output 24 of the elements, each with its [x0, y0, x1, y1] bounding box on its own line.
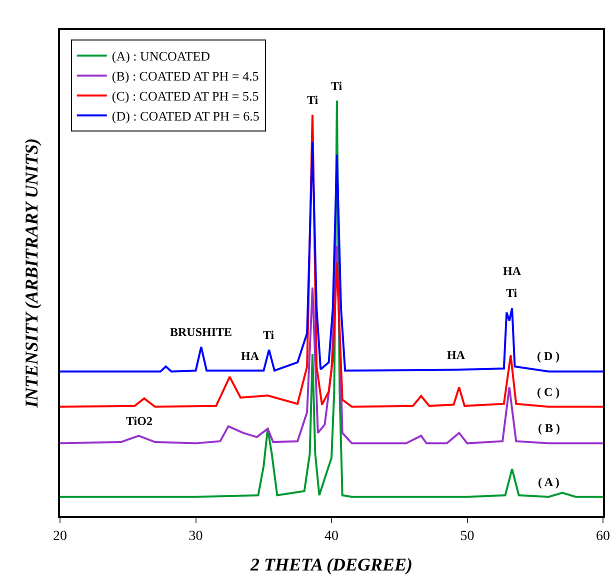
x-tick-label: 40: [324, 528, 338, 544]
x-tick-label: 50: [460, 528, 474, 544]
legend-label: (A) : UNCOATED: [112, 48, 210, 64]
x-axis-title: 2 THETA (DEGREE): [249, 554, 413, 574]
annotation: HA: [447, 348, 466, 362]
annotation: ( A ): [538, 475, 560, 489]
x-tick-label: 30: [188, 528, 203, 544]
x-tick-label: 20: [53, 528, 67, 544]
annotation: HA: [241, 349, 260, 363]
annotation: BRUSHITE: [170, 325, 232, 339]
annotation: TiO2: [126, 414, 152, 428]
y-axis-title: INTENSITY (ARBITRARY UNITS): [22, 138, 42, 409]
annotation: HA: [503, 264, 522, 278]
annotation: Ti: [263, 328, 275, 342]
annotation: ( D ): [537, 349, 560, 363]
legend-label: (B) : COATED AT PH = 4.5: [112, 68, 259, 84]
legend-label: (D) : COATED AT PH = 6.5: [112, 108, 260, 124]
annotation: Ti: [307, 93, 319, 107]
annotation: ( B ): [538, 421, 560, 435]
annotation: ( C ): [537, 385, 560, 399]
x-tick-label: 60: [596, 528, 610, 544]
annotation: Ti: [506, 286, 518, 300]
annotation: Ti: [331, 79, 343, 93]
legend-label: (C) : COATED AT PH = 5.5: [112, 88, 259, 104]
